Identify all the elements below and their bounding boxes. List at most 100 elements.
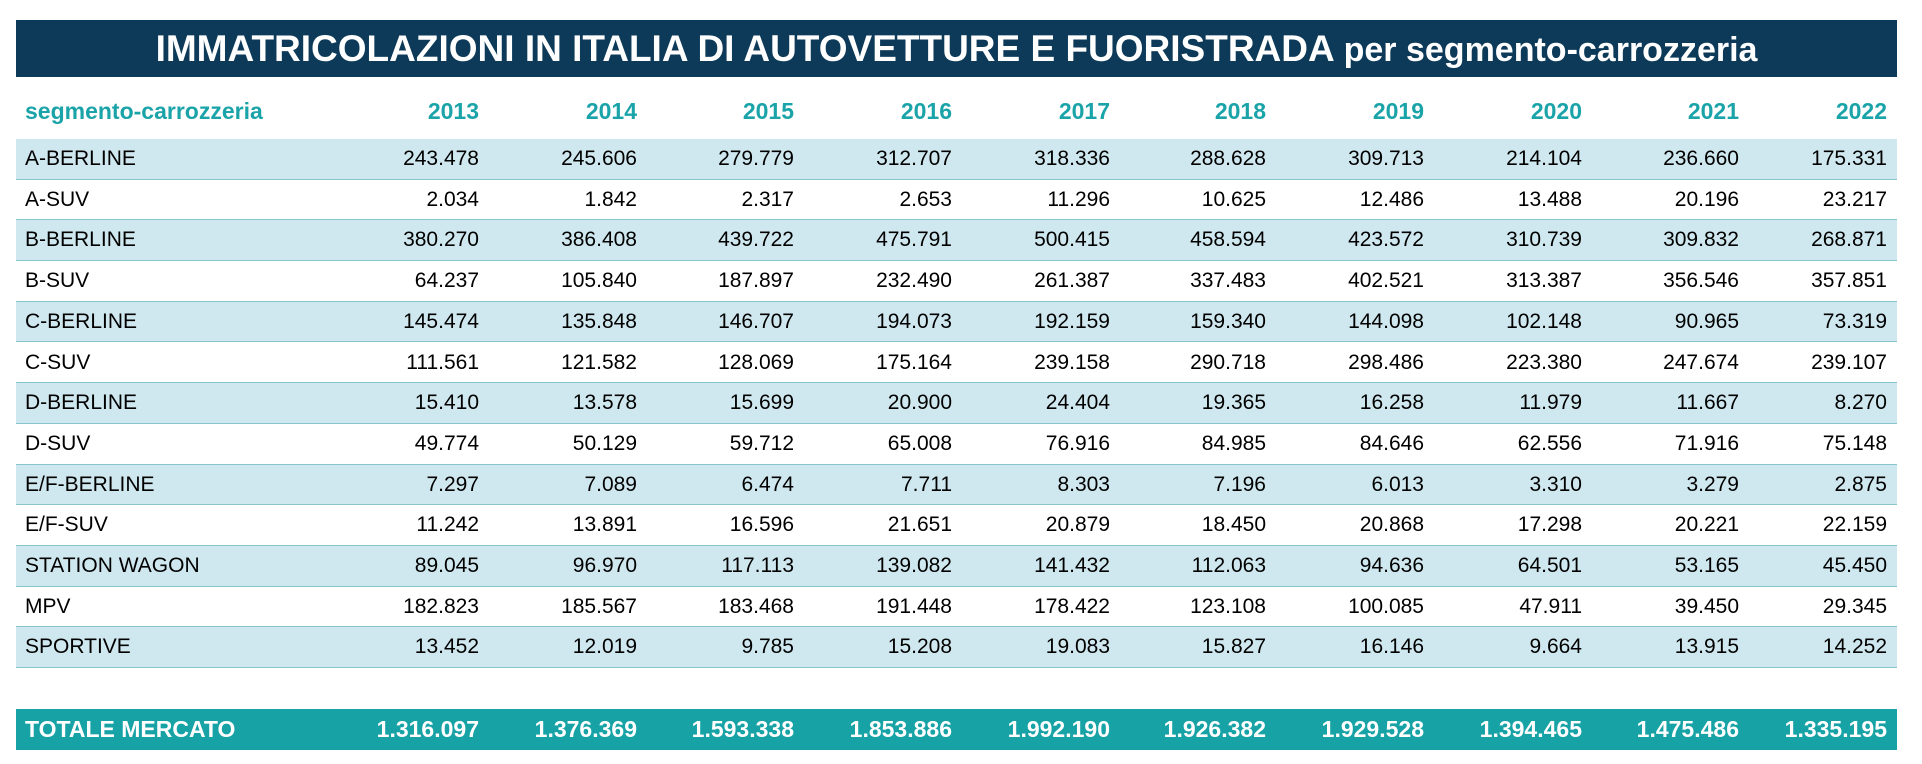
cell-value: 1.475.486 bbox=[1636, 716, 1739, 742]
cell-value: 8.270 bbox=[1834, 391, 1887, 415]
cell-value: 261.387 bbox=[1034, 269, 1110, 293]
cell-value: 310.739 bbox=[1506, 228, 1582, 252]
row-label: C-BERLINE bbox=[25, 309, 138, 333]
cell-value: 309.832 bbox=[1663, 228, 1739, 252]
cell-value: 178.422 bbox=[1034, 594, 1110, 618]
cell-value: 288.628 bbox=[1190, 147, 1266, 170]
data-row: C-BERLINE 145.474 135.848 146.707 194.073 192… bbox=[16, 301, 1897, 343]
title-sub: per segmento-carrozzeria bbox=[1343, 31, 1758, 69]
cell-value: 11.242 bbox=[416, 513, 479, 537]
cell-value: 13.891 bbox=[572, 513, 637, 537]
cell-value: 15.699 bbox=[729, 391, 794, 415]
cell-value: 6.474 bbox=[741, 472, 794, 496]
row-label: E/F-BERLINE bbox=[25, 472, 155, 496]
cell-value: 357.851 bbox=[1811, 269, 1887, 293]
data-row: MPV 182.823 185.567 183.468 191.448 178.422 12… bbox=[16, 587, 1897, 628]
data-row: C-SUV 111.561 121.582 128.069 175.164 239.158… bbox=[16, 343, 1897, 384]
cell-value: 475.791 bbox=[876, 228, 952, 252]
cell-value: 102.148 bbox=[1506, 309, 1582, 333]
cell-value: 239.107 bbox=[1811, 350, 1887, 374]
cell-value: 12.486 bbox=[1359, 187, 1424, 211]
cell-value: 13.578 bbox=[572, 391, 637, 415]
title-main: IMMATRICOLAZIONI IN ITALIA DI AUTOVETTUR… bbox=[155, 28, 1334, 69]
cell-value: 23.217 bbox=[1822, 187, 1887, 211]
data-row: E/F-BERLINE 7.297 7.089 6.474 7.711 8.303 7.19… bbox=[16, 464, 1897, 506]
cell-value: 194.073 bbox=[876, 309, 952, 333]
cell-value: 232.490 bbox=[876, 269, 952, 293]
row-label: segmento-carrozzeria bbox=[25, 98, 263, 124]
cell-value: 9.785 bbox=[741, 635, 794, 659]
cell-value: 7.089 bbox=[584, 472, 637, 496]
cell-value: 20.196 bbox=[1674, 187, 1739, 211]
cell-value: 84.985 bbox=[1201, 431, 1266, 455]
cell-value: 1.335.195 bbox=[1784, 716, 1887, 742]
row-label: STATION WAGON bbox=[25, 554, 200, 577]
cell-value: 3.279 bbox=[1686, 472, 1739, 496]
row-label: E/F-SUV bbox=[25, 513, 108, 537]
cell-value: 145.474 bbox=[403, 309, 479, 333]
cell-value: 128.069 bbox=[718, 350, 794, 374]
cell-value: 243.478 bbox=[403, 147, 479, 170]
cell-value: 313.387 bbox=[1506, 269, 1582, 293]
cell-value: 2018 bbox=[1214, 98, 1266, 124]
cell-value: 73.319 bbox=[1822, 309, 1887, 333]
cell-value: 144.098 bbox=[1348, 309, 1424, 333]
cell-value: 2.034 bbox=[426, 187, 479, 211]
cell-value: 123.108 bbox=[1190, 594, 1266, 618]
cell-value: 1.394.465 bbox=[1479, 716, 1582, 742]
cell-value: 214.104 bbox=[1506, 147, 1582, 170]
data-row: E/F-SUV 11.242 13.891 16.596 21.651 20.879 18.… bbox=[16, 505, 1897, 546]
cell-value: 111.561 bbox=[406, 350, 479, 374]
cell-value: 318.336 bbox=[1034, 147, 1110, 170]
cell-value: 182.823 bbox=[403, 594, 479, 618]
cell-value: 290.718 bbox=[1190, 350, 1266, 374]
cell-value: 105.840 bbox=[561, 269, 637, 293]
row-label: TOTALE MERCATO bbox=[25, 716, 236, 742]
cell-value: 20.879 bbox=[1045, 513, 1110, 537]
cell-value: 15.208 bbox=[887, 635, 952, 659]
cell-value: 139.082 bbox=[876, 554, 952, 577]
cell-value: 192.159 bbox=[1034, 309, 1110, 333]
cell-value: 298.486 bbox=[1348, 350, 1424, 374]
cell-value: 439.722 bbox=[718, 228, 794, 252]
cell-value: 380.270 bbox=[403, 228, 479, 252]
cell-value: 223.380 bbox=[1506, 350, 1582, 374]
cell-value: 6.013 bbox=[1371, 472, 1424, 496]
cell-value: 15.827 bbox=[1201, 635, 1266, 659]
row-label: B-BERLINE bbox=[25, 228, 136, 252]
cell-value: 175.331 bbox=[1811, 147, 1887, 170]
cell-value: 2.875 bbox=[1834, 472, 1887, 496]
cell-value: 71.916 bbox=[1674, 431, 1739, 455]
cell-value: 64.237 bbox=[414, 269, 479, 293]
cell-value: 45.450 bbox=[1822, 554, 1887, 577]
cell-value: 458.594 bbox=[1190, 228, 1266, 252]
cell-value: 239.158 bbox=[1034, 350, 1110, 374]
cell-value: 309.713 bbox=[1348, 147, 1424, 170]
row-label: D-SUV bbox=[25, 431, 91, 455]
data-row: SPORTIVE 13.452 12.019 9.785 15.208 19.083 15.… bbox=[16, 627, 1897, 669]
title-bar: IMMATRICOLAZIONI IN ITALIA DI AUTOVETTUR… bbox=[16, 20, 1897, 77]
row-label: C-SUV bbox=[25, 350, 91, 374]
cell-value: 1.926.382 bbox=[1163, 716, 1266, 742]
cell-value: 20.868 bbox=[1359, 513, 1424, 537]
cell-value: 11.296 bbox=[1047, 187, 1110, 211]
data-row: STATION WAGON 89.045 96.970 117.113 139.082 1… bbox=[16, 546, 1897, 587]
cell-value: 141.432 bbox=[1034, 554, 1110, 577]
cell-value: 2016 bbox=[900, 98, 952, 124]
cell-value: 62.556 bbox=[1517, 431, 1582, 455]
cell-value: 39.450 bbox=[1674, 594, 1739, 618]
cell-value: 2019 bbox=[1372, 98, 1424, 124]
cell-value: 2017 bbox=[1058, 98, 1110, 124]
data-row: D-BERLINE 15.410 13.578 15.699 20.900 24.404 1… bbox=[16, 383, 1897, 424]
cell-value: 117.113 bbox=[721, 554, 794, 577]
cell-value: 89.045 bbox=[414, 554, 479, 577]
cell-value: 1.376.369 bbox=[534, 716, 637, 742]
total-row: TOTALE MERCATO 1.316.097 1.376.369 1.593.33… bbox=[16, 709, 1897, 750]
cell-value: 1.929.528 bbox=[1321, 716, 1424, 742]
cell-value: 9.664 bbox=[1529, 635, 1582, 659]
row-label: A-SUV bbox=[25, 187, 90, 211]
cell-value: 16.258 bbox=[1359, 391, 1424, 415]
row-label: B-SUV bbox=[25, 269, 90, 293]
cell-value: 2022 bbox=[1835, 98, 1887, 124]
